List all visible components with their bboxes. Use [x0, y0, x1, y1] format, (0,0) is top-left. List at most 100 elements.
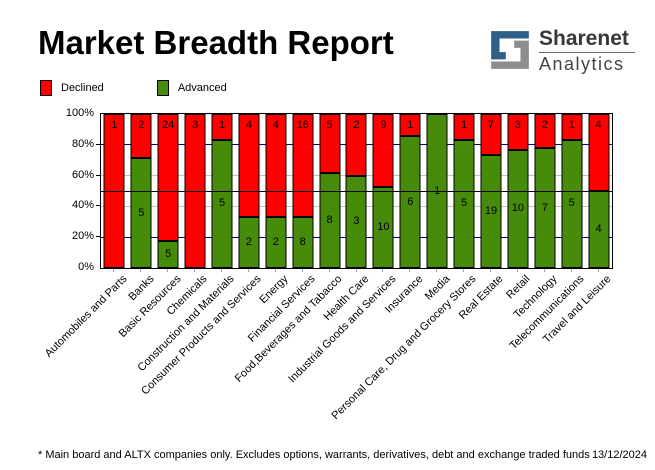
declined-count: 1	[407, 119, 414, 131]
logo-subname: Analytics	[539, 54, 625, 74]
footer: * Main board and ALTX companies only. Ex…	[38, 449, 647, 461]
stacked-bar: 24 5	[157, 114, 179, 268]
advanced-segment: 10	[507, 149, 529, 268]
page-title: Market Breadth Report	[38, 24, 394, 61]
advanced-segment: 8	[319, 173, 341, 268]
declined-segment: 3	[507, 114, 529, 150]
bar-15: 7 19	[478, 114, 505, 268]
advanced-count: 5	[165, 248, 172, 261]
x-tick-mark	[301, 269, 303, 272]
x-tick-mark	[247, 269, 249, 272]
declined-count: 1	[568, 119, 575, 131]
declined-segment: 24	[157, 114, 179, 242]
x-tick-mark	[274, 269, 276, 272]
declined-count: 24	[162, 119, 175, 131]
y-tick-label-20: 20%	[71, 230, 94, 243]
advanced-segment: 19	[480, 155, 502, 268]
declined-segment: 2	[534, 114, 556, 149]
logo-name: Sharenet	[539, 27, 629, 50]
declined-segment: 2	[130, 114, 152, 158]
advanced-count: 7	[541, 201, 548, 214]
x-tick-mark	[140, 269, 142, 272]
y-tick-mark	[96, 143, 100, 145]
x-tick-mark	[543, 269, 545, 272]
advanced-count: 5	[138, 206, 145, 219]
y-tick-label-40: 40%	[71, 199, 94, 212]
declined-count: 4	[595, 119, 602, 131]
report-date: 13/12/2024	[591, 449, 647, 461]
declined-count: 2	[353, 119, 360, 131]
advanced-count: 6	[407, 195, 414, 208]
declined-count: 16	[296, 119, 309, 131]
advanced-count: 2	[245, 235, 252, 248]
x-tick-mark	[516, 269, 518, 272]
y-tick-mark	[96, 205, 100, 207]
advanced-count: 5	[218, 197, 226, 210]
advanced-swatch-icon	[156, 80, 169, 96]
x-tick-mark	[221, 269, 223, 272]
legend-item-declined: Declined	[40, 80, 104, 96]
advanced-count: 19	[484, 205, 498, 218]
advanced-segment: 5	[130, 158, 152, 268]
declined-swatch-icon	[40, 80, 52, 96]
advanced-segment: 5	[561, 139, 583, 268]
advanced-count: 10	[511, 202, 524, 215]
chart-legend: Declined Advanced	[40, 80, 280, 96]
declined-count: 3	[192, 119, 199, 131]
sharenet-logo-icon	[491, 31, 529, 69]
x-tick-mark	[355, 269, 357, 272]
stacked-bar: 3 10	[507, 114, 529, 268]
advanced-count: 8	[326, 214, 333, 227]
x-tick-mark	[382, 269, 384, 272]
declined-segment: 4	[588, 114, 610, 191]
declined-count: 7	[487, 119, 495, 131]
declined-count: 2	[541, 119, 548, 131]
y-tick-mark	[96, 174, 100, 176]
logo-divider	[539, 52, 635, 53]
declined-segment: 1	[561, 114, 583, 140]
advanced-segment: 7	[534, 148, 556, 268]
advanced-count: 5	[461, 197, 468, 210]
advanced-segment: 3	[345, 175, 367, 268]
x-tick-mark	[597, 269, 599, 272]
chart-plot-area: 1252453154242168582391016115719310271544	[100, 113, 613, 269]
declined-segment: 1	[399, 114, 421, 136]
declined-count: 1	[111, 119, 118, 131]
advanced-count: 3	[353, 215, 360, 228]
x-tick-mark	[409, 269, 411, 272]
declined-segment: 4	[265, 114, 287, 217]
declined-count: 5	[326, 119, 333, 131]
declined-count: 4	[245, 119, 252, 131]
declined-segment: 9	[372, 114, 394, 187]
y-tick-label-100: 100%	[65, 107, 94, 119]
y-tick-label-80: 80%	[71, 137, 94, 150]
advanced-segment: 6	[399, 136, 421, 268]
x-tick-mark	[489, 269, 491, 272]
advanced-count: 8	[299, 235, 306, 248]
declined-segment: 7	[480, 114, 502, 156]
advanced-segment: 2	[238, 216, 260, 268]
advanced-count: 10	[377, 220, 390, 233]
footnote: * Main board and ALTX companies only. Ex…	[38, 449, 590, 461]
declined-segment: 2	[345, 114, 367, 176]
advanced-segment: 4	[588, 191, 610, 268]
advanced-count: 5	[568, 197, 575, 210]
declined-segment: 4	[238, 114, 260, 217]
advanced-segment: 8	[292, 216, 314, 268]
